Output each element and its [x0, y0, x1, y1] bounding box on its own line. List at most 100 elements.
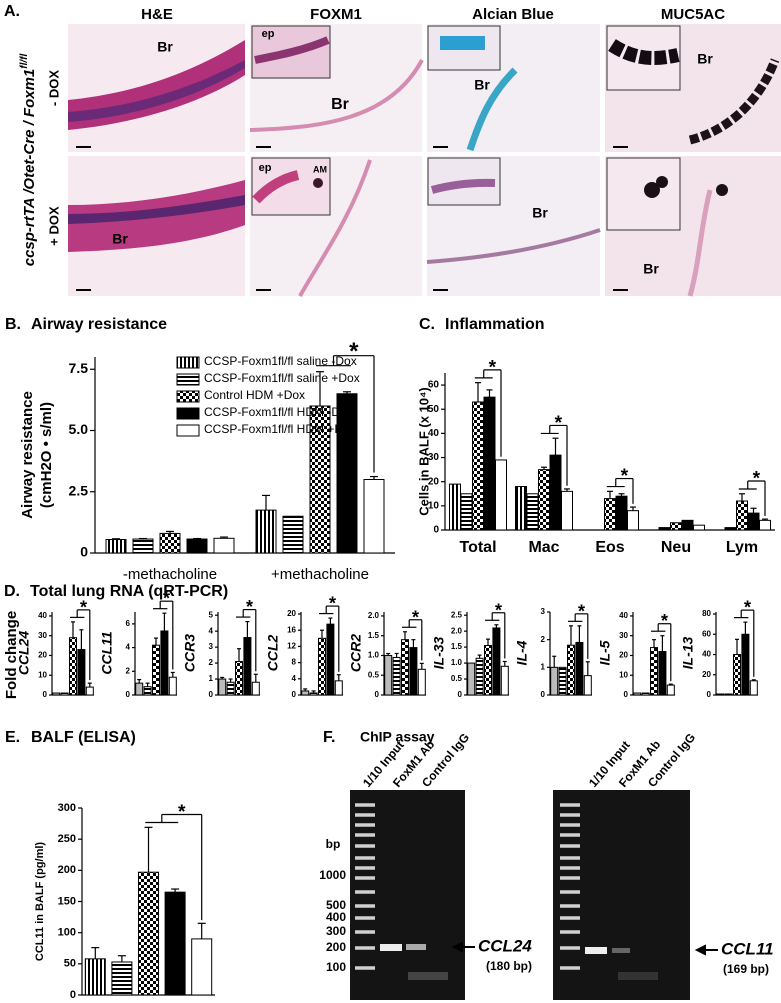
column-header: MUC5AC [661, 6, 725, 23]
significance-star: * [555, 413, 563, 434]
y-tick-label: 2 [209, 658, 214, 667]
bar [60, 692, 69, 696]
tissue [426, 228, 601, 264]
bar [575, 641, 584, 696]
bar [724, 527, 737, 531]
tissue [608, 39, 680, 65]
image-label: AM [313, 164, 327, 174]
bar [693, 524, 705, 531]
scale-bar [76, 146, 628, 291]
gel-smear [618, 972, 658, 980]
y-axis-label: CCL11 in BALF (pg/ml) [34, 842, 46, 962]
x-tick-label: Eos [595, 539, 624, 556]
ladder-bands [355, 803, 580, 970]
bar [567, 644, 575, 696]
bar [492, 627, 501, 696]
legend-label: CCSP-Foxm1fl/fl HDM -Dox [204, 405, 353, 419]
y-tick-label: 20 [702, 670, 711, 679]
y-tick-label: 0 [80, 544, 88, 560]
tissue [440, 36, 485, 50]
bar [160, 630, 169, 696]
bar [681, 519, 694, 531]
chart-title: Inflammation [445, 316, 545, 333]
significance-star: * [489, 357, 497, 378]
y-tick-label: 3 [209, 642, 214, 651]
target-gene: CCL11 [721, 939, 774, 958]
y-tick-label: 20 [619, 651, 628, 660]
y-tick-label: 20 [428, 476, 440, 487]
bar [583, 675, 592, 696]
bar [251, 681, 260, 696]
legend-swatch [176, 373, 200, 386]
y-tick-label: 40 [619, 611, 628, 620]
bar [159, 532, 181, 554]
y-tick-label: 2.5 [69, 482, 89, 498]
y-tick-label: 0 [433, 525, 439, 536]
tissue [430, 178, 496, 194]
legend-label: CCSP-Foxm1fl/fl saline +Dox [204, 371, 360, 385]
gene-label: CCL24 [16, 631, 32, 676]
legend-label: Control HDM +Dox [204, 388, 305, 402]
significance-star: * [163, 589, 170, 609]
y-tick-label: 30 [428, 452, 440, 463]
bar [515, 486, 527, 531]
tissue [68, 60, 245, 122]
bar [475, 657, 484, 696]
panel-label: D. [4, 583, 20, 600]
y-tick-label: 0.5 [451, 674, 463, 683]
image-label: Br [474, 77, 490, 93]
significance-star: * [329, 594, 336, 614]
y-tick-label: 20 [38, 651, 47, 660]
y-tick-label: 10 [428, 500, 440, 511]
ladder-label: 500 [326, 898, 346, 912]
chart-title: BALF (ELISA) [31, 729, 136, 746]
y-tick-label: 250 [58, 833, 76, 845]
y-tick-label: 30 [619, 631, 628, 640]
bar [282, 515, 304, 554]
bar [235, 660, 243, 696]
inset [606, 157, 681, 231]
bar [495, 459, 507, 531]
gene-label: IL-4 [514, 640, 530, 665]
y-tick-label: 12 [287, 642, 296, 651]
x-tick-label: Mac [528, 539, 559, 556]
gene-label: CCR3 [182, 634, 198, 672]
y-tick-label: 5.0 [69, 421, 89, 437]
column-header: FOXM1 [310, 6, 362, 23]
significance-star: * [412, 607, 419, 627]
panel-label: E. [5, 729, 20, 746]
column-header: H&E [141, 6, 173, 23]
bar [85, 686, 94, 696]
significance-star: * [661, 611, 668, 631]
gel-band [380, 944, 402, 951]
legend-swatch [176, 407, 200, 420]
gene-label: CCL11 [99, 631, 115, 675]
bar [749, 680, 758, 696]
y-tick-label: 4 [126, 643, 131, 652]
bar [334, 680, 343, 696]
y-tick-label: 200 [58, 864, 76, 876]
tissue [298, 159, 372, 297]
panel-label: C. [419, 316, 435, 333]
bar [538, 469, 550, 531]
y-tick-label: 0 [209, 690, 214, 699]
y-tick-label: 0 [292, 690, 297, 699]
image-label: Br [157, 39, 173, 55]
bar [191, 938, 213, 996]
gene-label: IL-13 [680, 636, 696, 669]
tissue [656, 176, 668, 188]
y-tick-label: 2.5 [451, 610, 463, 619]
y-tick-label: 100 [58, 927, 76, 939]
bar [500, 665, 509, 696]
y-tick-label: 1.0 [451, 658, 463, 667]
tissue [68, 195, 245, 224]
legend-label: CCSP-Foxm1fl/fl HDM +Dox [204, 422, 356, 436]
gel-band [406, 944, 426, 950]
bar [650, 647, 658, 696]
bar [483, 396, 496, 531]
y-tick-label: 0.5 [368, 670, 380, 679]
y-tick-label: 80 [702, 609, 711, 618]
bar [309, 692, 318, 696]
panel-label: A. [4, 3, 20, 20]
gene-label: CCL2 [265, 635, 281, 672]
